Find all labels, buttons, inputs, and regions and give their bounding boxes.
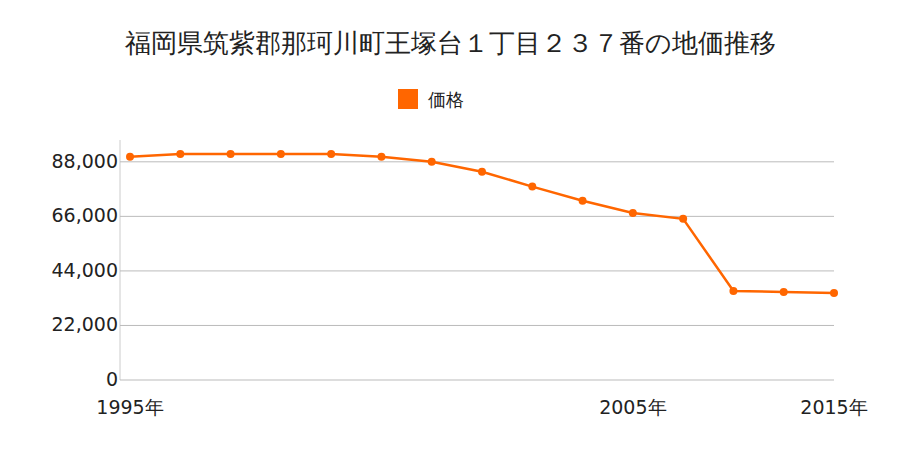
marker — [428, 158, 436, 166]
marker — [528, 183, 536, 191]
marker — [629, 209, 637, 217]
y-tick-label: 88,000 — [52, 150, 118, 172]
x-tick-label: 2015年 — [800, 396, 867, 418]
plot-area — [126, 150, 838, 297]
grid-line — [120, 325, 834, 326]
marker — [277, 150, 285, 158]
grid-line — [120, 380, 834, 381]
marker — [830, 289, 838, 297]
marker — [729, 287, 737, 295]
legend-swatch — [398, 89, 418, 109]
y-tick-label: 44,000 — [52, 259, 118, 281]
grid-line — [120, 161, 834, 162]
grid-line — [120, 270, 834, 271]
marker — [478, 168, 486, 176]
x-tick-label: 2005年 — [599, 396, 666, 418]
marker — [327, 150, 335, 158]
title: 福岡県筑紫郡那珂川町王塚台１丁目２３７番の地価推移 — [125, 28, 776, 58]
marker — [579, 197, 587, 205]
y-axis-line — [120, 140, 121, 380]
x-tick-label: 1995年 — [96, 396, 163, 418]
y-tick-label: 0 — [106, 368, 118, 390]
marker — [780, 288, 788, 296]
marker — [176, 150, 184, 158]
y-tick-label: 22,000 — [52, 313, 118, 335]
marker — [679, 215, 687, 223]
legend-label: 価格 — [428, 89, 464, 110]
y-tick-label: 66,000 — [52, 204, 118, 226]
line — [130, 154, 834, 293]
marker — [126, 153, 134, 161]
marker — [377, 153, 385, 161]
marker — [227, 150, 235, 158]
grid-line — [120, 216, 834, 217]
